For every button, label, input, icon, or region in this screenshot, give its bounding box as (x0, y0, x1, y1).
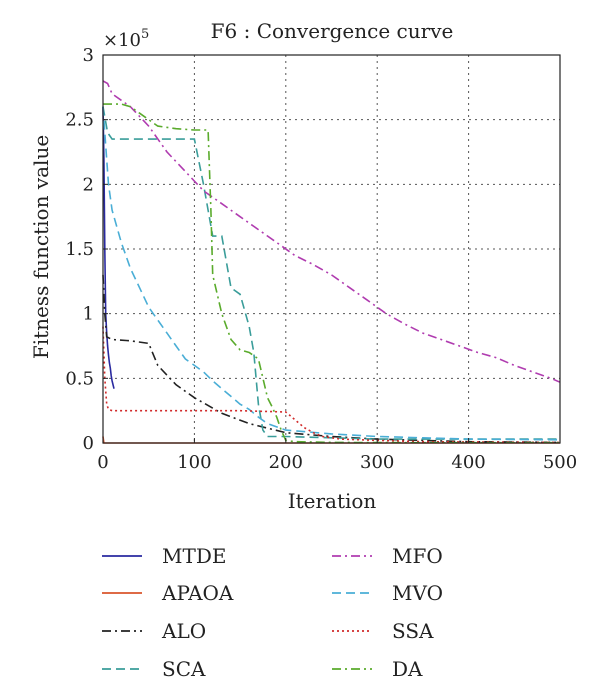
legend-label-mvo: MVO (392, 581, 443, 605)
legend-label-da: DA (392, 657, 423, 681)
legend-label-alo: ALO (161, 619, 206, 643)
series-line-sca (102, 106, 560, 440)
y-axis-label: Fitness function value (29, 135, 53, 359)
x-tick-label: 0 (97, 452, 108, 473)
series-line-mvo (102, 106, 561, 441)
y-tick-label: 3 (83, 45, 94, 66)
y-tick-label: 0.5 (65, 368, 94, 389)
y-multiplier: ×105 (103, 27, 149, 51)
plot-area: 0 100 200 300 400 500 0 0.5 1 1.5 2 2.5 3 (65, 45, 577, 473)
legend-label-ssa: SSA (392, 619, 434, 643)
x-tick-label: 100 (177, 452, 211, 473)
chart-title: F6 : Convergence curve (211, 19, 454, 43)
x-axis-label: Iteration (288, 489, 377, 513)
y-tick-label: 1 (83, 304, 94, 325)
x-tick-label: 300 (360, 452, 394, 473)
y-multiplier-base: ×10 (103, 30, 141, 51)
legend-label-apaoa: APAOA (161, 581, 234, 605)
x-tick-label: 400 (451, 452, 485, 473)
series-line-mfo (102, 80, 561, 383)
series-line-ssa (102, 326, 561, 444)
legend-label-mfo: MFO (392, 544, 443, 568)
y-multiplier-exponent: 5 (141, 27, 149, 42)
y-tick-label: 1.5 (65, 239, 94, 260)
x-tick-label: 500 (543, 452, 577, 473)
legend-label-sca: SCA (162, 657, 206, 681)
y-tick-label: 2 (83, 174, 94, 195)
series-line-da (103, 103, 561, 444)
series-line-alo (102, 274, 561, 444)
y-tick-label: 0 (83, 433, 94, 454)
series-line-mtde (102, 106, 115, 389)
x-tick-label: 200 (269, 452, 303, 473)
legend-label-mtde: MTDE (162, 544, 226, 568)
y-tick-label: 2.5 (65, 110, 94, 131)
legend: MTDE APAOA ALO SCA MFO MVO SSA DA (102, 544, 443, 681)
